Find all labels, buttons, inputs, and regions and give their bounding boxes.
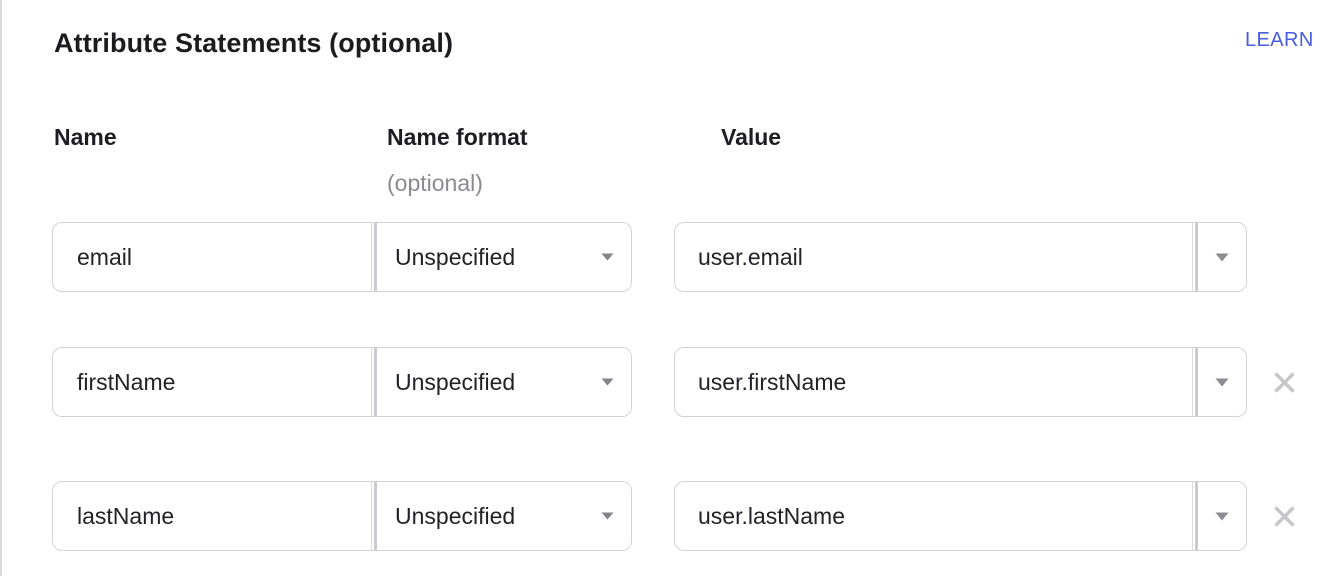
divider-gap [372,482,374,550]
chevron-down-icon [601,512,614,520]
name-format-selected-value: Unspecified [395,368,516,395]
divider [374,348,377,416]
divider [1192,223,1193,291]
divider [374,482,377,550]
name-and-format-group: Unspecified [52,222,632,292]
attribute-name-input[interactable] [53,348,371,416]
name-format-select[interactable]: Unspecified [377,482,631,550]
divider-gap [1193,348,1195,416]
name-format-selected-value: Unspecified [395,502,516,529]
name-and-format-group: Unspecified [52,481,632,551]
divider [1192,482,1193,550]
column-header-name-format-hint: (optional) [387,170,483,196]
attribute-row: Unspecified [52,222,1300,292]
divider-gap [372,348,374,416]
attribute-value-input[interactable] [675,223,1192,291]
value-dropdown-button[interactable] [1198,482,1246,550]
attribute-value-input[interactable] [675,482,1192,550]
value-combobox [674,347,1247,417]
divider-gap [372,223,374,291]
divider [1195,482,1198,550]
name-format-select[interactable]: Unspecified [377,348,631,416]
column-header-name: Name [54,124,117,150]
value-combobox [674,481,1247,551]
value-dropdown-button[interactable] [1198,223,1246,291]
name-and-format-group: Unspecified [52,347,632,417]
divider-gap [1193,482,1195,550]
remove-row-button[interactable] [1268,366,1300,398]
divider [1195,348,1198,416]
chevron-down-icon [601,378,614,386]
learn-link[interactable]: LEARN [1245,29,1314,51]
value-dropdown-button[interactable] [1198,348,1246,416]
divider-gap [1193,223,1195,291]
name-format-select[interactable]: Unspecified [377,223,631,291]
divider [1192,348,1193,416]
x-icon [1273,505,1295,527]
divider [371,482,372,550]
divider [371,348,372,416]
attribute-row: Unspecified [52,481,1300,551]
chevron-down-icon [601,253,614,261]
column-header-name-format: Name format [387,124,528,150]
section-title: Attribute Statements (optional) [54,28,454,58]
divider [1195,223,1198,291]
remove-row-button[interactable] [1268,500,1300,532]
chevron-down-icon [1215,378,1229,386]
attribute-name-input[interactable] [53,482,371,550]
column-header-value: Value [721,124,782,150]
name-format-selected-value: Unspecified [395,243,516,270]
remove-button-placeholder [1268,222,1300,292]
chevron-down-icon [1215,512,1229,520]
divider [371,223,372,291]
attribute-row: Unspecified [52,347,1300,417]
attribute-value-input[interactable] [675,348,1192,416]
chevron-down-icon [1215,253,1229,261]
attribute-name-input[interactable] [53,223,371,291]
x-icon [1273,371,1295,393]
value-combobox [674,222,1247,292]
divider [374,223,377,291]
